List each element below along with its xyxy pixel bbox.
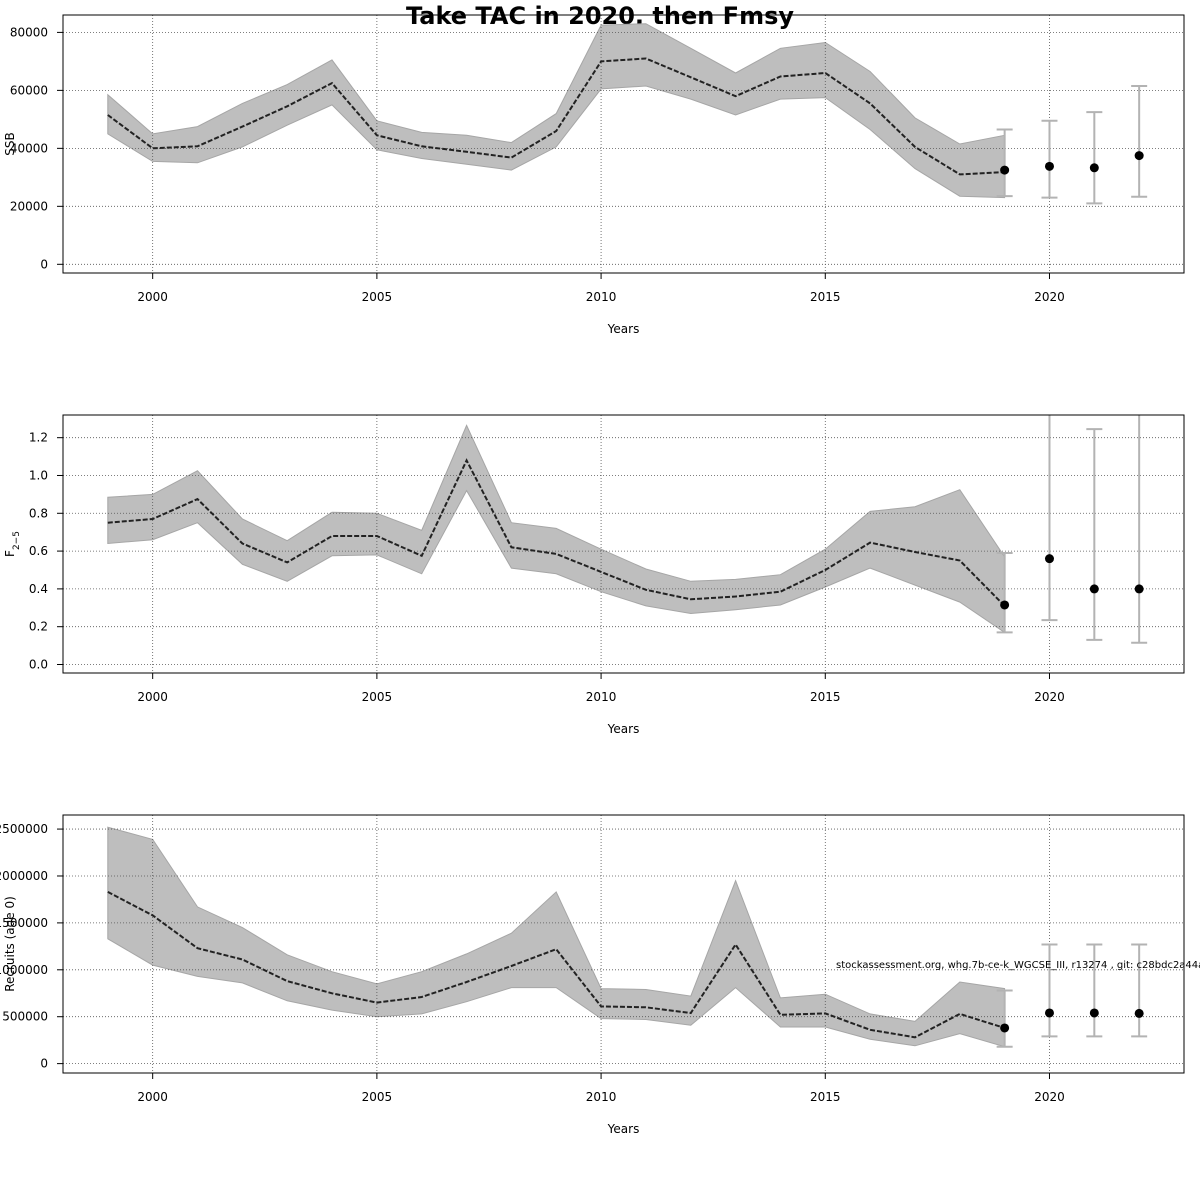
y-tick-label: 40000 — [10, 141, 48, 155]
estimate-line — [107, 458, 1006, 607]
y-tick-label: 1.0 — [29, 468, 48, 482]
y-tick-label: 60000 — [10, 83, 48, 97]
x-tick-label: 2020 — [1034, 690, 1065, 704]
y-axis-label: Recruits (age 0) — [3, 896, 17, 992]
y-tick-label: 1000000 — [0, 963, 48, 977]
x-tick-label: 2015 — [810, 690, 841, 704]
confidence-band — [107, 23, 1006, 199]
x-axis-label: Years — [607, 722, 640, 736]
y-tick-label: 0.0 — [29, 657, 48, 671]
forecast-point — [1000, 600, 1010, 610]
y-tick-label: 2500000 — [0, 822, 48, 836]
panel-2: 2000 2005 2010 2015 2020 0.0 0.2 0.4 0.6 0.8 1.0 1.… — [3, 414, 1185, 736]
x-tick-label: 2005 — [362, 290, 393, 304]
y-tick-label: 0 — [40, 257, 48, 271]
y-tick-label: 0 — [40, 1057, 48, 1071]
x-axis-label: Years — [607, 1122, 640, 1136]
plot-frame — [62, 814, 1185, 1074]
y-tick-label: 0.6 — [29, 544, 48, 558]
y-tick-label: 1500000 — [0, 916, 48, 930]
forecast-point — [1000, 165, 1010, 175]
x-tick-label: 2015 — [810, 290, 841, 304]
estimate-line — [107, 57, 1005, 176]
confidence-band — [107, 424, 1006, 634]
x-tick-label: 2005 — [362, 1090, 393, 1104]
forecast-point — [1134, 151, 1144, 161]
x-tick-label: 2005 — [362, 690, 393, 704]
forecast-point — [1134, 584, 1144, 594]
x-tick-label: 2010 — [586, 290, 617, 304]
forecast-point — [1089, 584, 1099, 594]
y-tick-label: 0.4 — [29, 582, 48, 596]
chart-title: Take TAC in 2020, then Fmsy — [406, 2, 794, 30]
y-axis-label: F2−5 — [3, 531, 22, 557]
y-axis-label: SSB — [3, 132, 17, 155]
x-tick-label: 2000 — [137, 690, 168, 704]
forecast-point — [1089, 1008, 1099, 1018]
forecast-point — [1044, 554, 1054, 564]
forecast-point — [1134, 1008, 1144, 1018]
forecast-point — [1000, 1023, 1010, 1033]
y-tick-label: 0.2 — [29, 620, 48, 634]
x-axis-label: Years — [607, 322, 640, 336]
y-tick-label: 0.8 — [29, 506, 48, 520]
confidence-band — [107, 826, 1006, 1048]
y-axis-label-subscript: 2−5 — [12, 531, 22, 550]
panel-3: 2000 2005 2010 2015 2020 0 500000 1000000 150000… — [0, 814, 1185, 1136]
y-tick-label: 80000 — [10, 25, 48, 39]
x-tick-label: 2010 — [586, 690, 617, 704]
plot-frame — [62, 14, 1185, 274]
estimate-line — [107, 891, 1005, 1039]
x-tick-label: 2020 — [1034, 290, 1065, 304]
plot-frame — [62, 414, 1185, 674]
y-tick-label: 1.2 — [29, 431, 48, 445]
y-tick-label: 20000 — [10, 199, 48, 213]
forecast-point — [1044, 161, 1054, 171]
forecast-point — [1044, 1008, 1054, 1018]
x-tick-label: 2020 — [1034, 1090, 1065, 1104]
forecast-point — [1089, 163, 1099, 173]
watermark-text: stockassessment.org, whg.7b-ce-k_WGCSE_I… — [836, 960, 1200, 971]
y-tick-label: 500000 — [2, 1010, 48, 1024]
x-tick-label: 2015 — [810, 1090, 841, 1104]
panel-1: 2000 2005 2010 2015 2020 0 20000 40000 60000 8000… — [3, 14, 1185, 336]
x-tick-label: 2000 — [137, 290, 168, 304]
x-tick-label: 2010 — [586, 1090, 617, 1104]
x-tick-label: 2000 — [137, 1090, 168, 1104]
y-tick-label: 2000000 — [0, 869, 48, 883]
